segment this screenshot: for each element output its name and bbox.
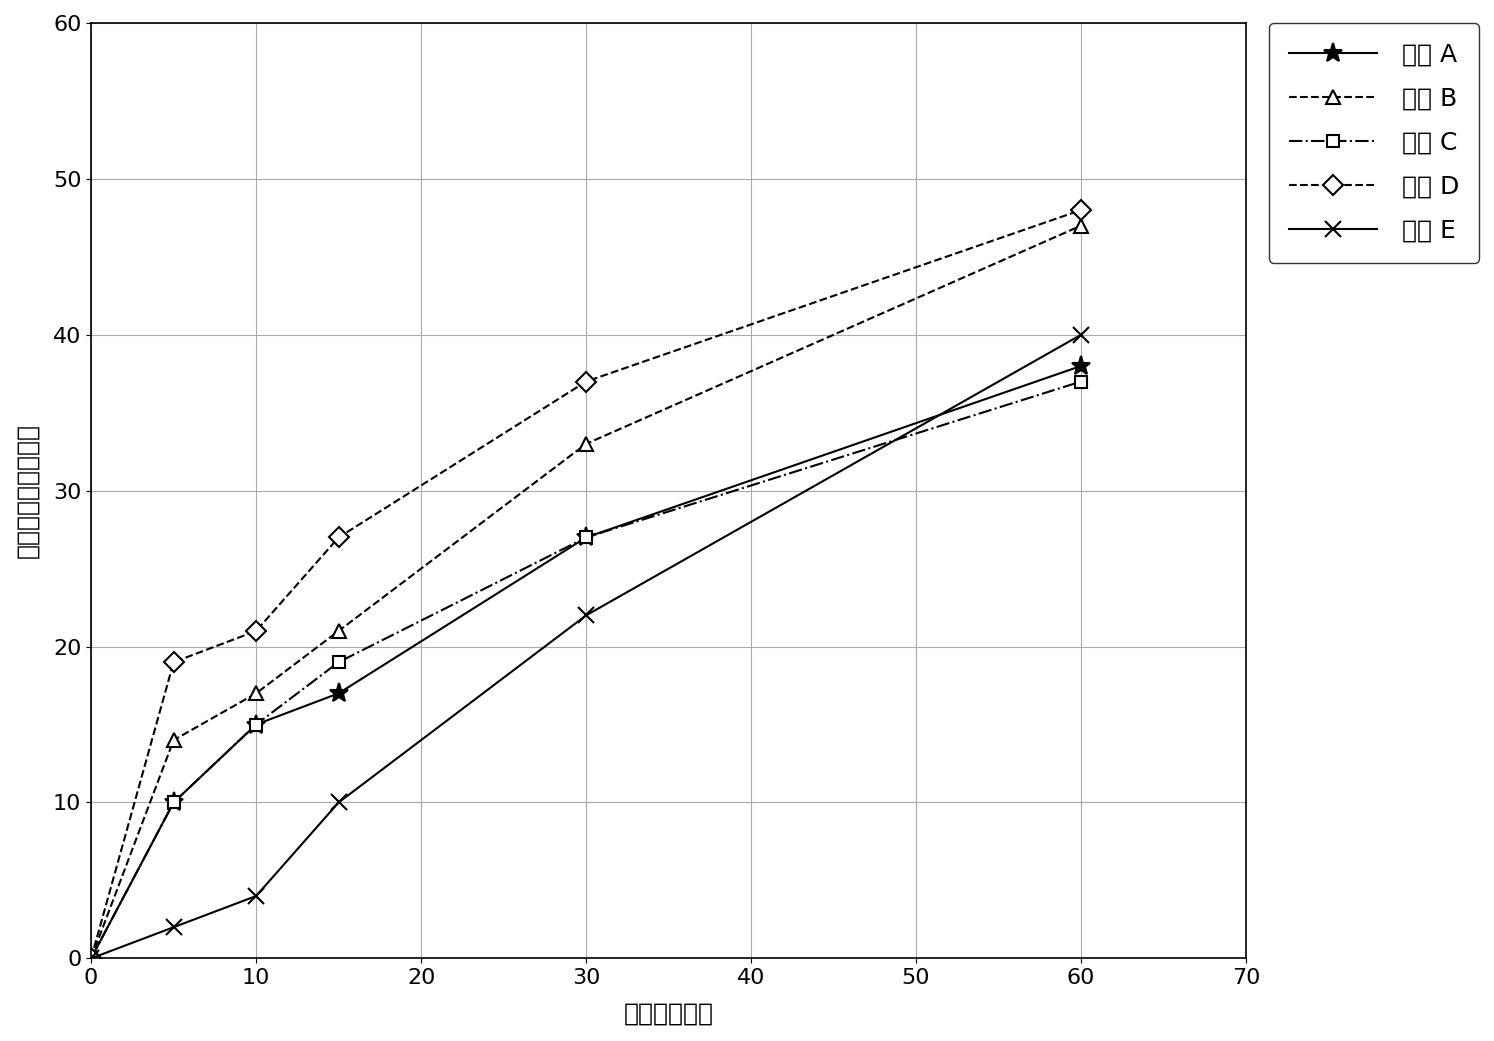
样品 D <box>577 376 595 388</box>
Line: 样品 B: 样品 B <box>84 219 1088 965</box>
样品 E <box>577 609 595 621</box>
样品 E <box>1073 329 1091 341</box>
样品 B <box>330 625 348 637</box>
样品 D <box>82 953 100 965</box>
样品 D <box>330 531 348 543</box>
样品 E <box>164 921 182 934</box>
样品 A <box>82 953 100 965</box>
样品 B <box>247 687 264 700</box>
样品 D <box>247 625 264 637</box>
X-axis label: 时间（分钒）: 时间（分钒） <box>623 1002 714 1026</box>
样品 E <box>247 890 264 903</box>
样品 A <box>577 531 595 543</box>
样品 B <box>82 953 100 965</box>
样品 A <box>1073 360 1091 373</box>
样品 D <box>1073 204 1091 217</box>
样品 C <box>330 656 348 668</box>
Legend: 样品 A, 样品 B, 样品 C, 样品 D, 样品 E: 样品 A, 样品 B, 样品 C, 样品 D, 样品 E <box>1268 23 1479 263</box>
样品 C <box>164 796 182 809</box>
样品 C <box>1073 376 1091 388</box>
Line: 样品 A: 样品 A <box>81 356 1091 968</box>
Line: 样品 D: 样品 D <box>84 203 1088 965</box>
样品 E <box>330 796 348 809</box>
样品 B <box>164 734 182 746</box>
Line: 样品 C: 样品 C <box>85 376 1088 965</box>
样品 B <box>1073 220 1091 232</box>
样品 B <box>577 437 595 450</box>
样品 C <box>577 531 595 543</box>
样品 D <box>164 656 182 668</box>
样品 A <box>330 687 348 700</box>
样品 A <box>247 718 264 731</box>
样品 C <box>247 718 264 731</box>
Line: 样品 E: 样品 E <box>82 327 1089 967</box>
样品 A <box>164 796 182 809</box>
Y-axis label: 阿那格雷溶出百分比: 阿那格雷溶出百分比 <box>15 424 39 558</box>
样品 C <box>82 953 100 965</box>
样品 E <box>82 953 100 965</box>
